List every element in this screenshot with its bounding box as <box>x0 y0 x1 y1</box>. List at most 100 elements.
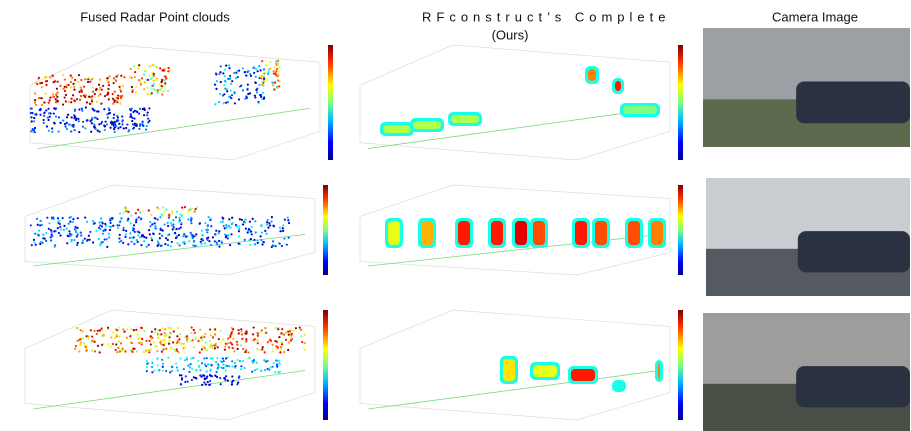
point <box>34 92 37 95</box>
point <box>225 226 228 229</box>
point <box>281 227 284 230</box>
point <box>227 77 230 80</box>
point <box>39 224 42 227</box>
point <box>120 349 123 353</box>
point <box>103 238 106 241</box>
point <box>62 87 65 90</box>
object-core <box>491 221 503 245</box>
point <box>135 328 138 331</box>
point <box>204 332 207 336</box>
point <box>180 206 184 209</box>
point <box>144 69 147 73</box>
point <box>116 226 119 230</box>
point <box>303 342 306 345</box>
point <box>107 326 110 329</box>
point <box>214 328 217 331</box>
point <box>113 130 116 134</box>
point <box>90 340 94 344</box>
point <box>266 221 269 224</box>
point <box>146 114 149 117</box>
image-object <box>796 366 910 408</box>
point <box>245 95 248 98</box>
point <box>93 123 96 126</box>
point <box>277 59 280 62</box>
point <box>154 227 158 230</box>
point <box>260 74 264 77</box>
point <box>87 95 91 98</box>
point <box>116 116 119 119</box>
point <box>108 217 112 220</box>
point <box>254 96 257 99</box>
point <box>143 108 146 112</box>
point <box>260 329 264 332</box>
point <box>268 222 271 225</box>
point <box>277 79 280 82</box>
point <box>85 101 89 104</box>
point <box>221 357 224 360</box>
point <box>71 221 74 224</box>
point <box>159 88 162 91</box>
point <box>137 216 140 219</box>
image-object <box>797 231 910 273</box>
point <box>98 78 101 81</box>
point <box>185 356 188 359</box>
point <box>177 233 181 237</box>
plot-frame <box>359 309 671 421</box>
point <box>51 130 54 133</box>
point <box>219 65 222 68</box>
point <box>97 237 100 241</box>
point <box>139 211 142 214</box>
point <box>100 327 103 330</box>
point <box>250 225 253 228</box>
point <box>160 339 163 342</box>
point <box>180 342 183 345</box>
plot-frame <box>359 44 671 161</box>
point <box>261 76 264 79</box>
point <box>287 221 291 225</box>
point <box>163 78 166 81</box>
point <box>199 240 202 243</box>
point <box>89 102 92 106</box>
point <box>175 210 178 213</box>
point <box>211 336 215 339</box>
point <box>241 359 245 363</box>
point <box>114 336 117 340</box>
point <box>103 228 106 231</box>
point <box>155 79 159 82</box>
point <box>114 348 117 352</box>
point <box>133 117 136 120</box>
point <box>90 118 93 121</box>
point <box>40 97 43 100</box>
point <box>115 75 118 78</box>
point <box>124 233 128 236</box>
point <box>224 369 227 372</box>
point <box>236 343 239 346</box>
point <box>107 81 110 84</box>
point <box>57 116 61 119</box>
point <box>71 94 75 97</box>
point <box>223 83 226 87</box>
point <box>231 216 234 219</box>
point <box>162 90 165 93</box>
point <box>247 228 251 231</box>
point <box>240 218 243 221</box>
point <box>222 360 225 363</box>
point <box>113 113 116 116</box>
point <box>30 120 33 123</box>
point <box>45 125 49 128</box>
point <box>114 123 117 126</box>
point <box>192 356 195 360</box>
point <box>156 357 159 360</box>
point <box>148 65 152 68</box>
point <box>123 206 126 210</box>
point <box>152 82 155 86</box>
point <box>161 369 164 372</box>
point <box>91 241 95 244</box>
point <box>246 229 250 233</box>
object-core <box>588 69 596 81</box>
colorbar <box>678 185 683 275</box>
object-core <box>628 221 640 245</box>
point <box>122 226 125 229</box>
point <box>159 341 162 344</box>
